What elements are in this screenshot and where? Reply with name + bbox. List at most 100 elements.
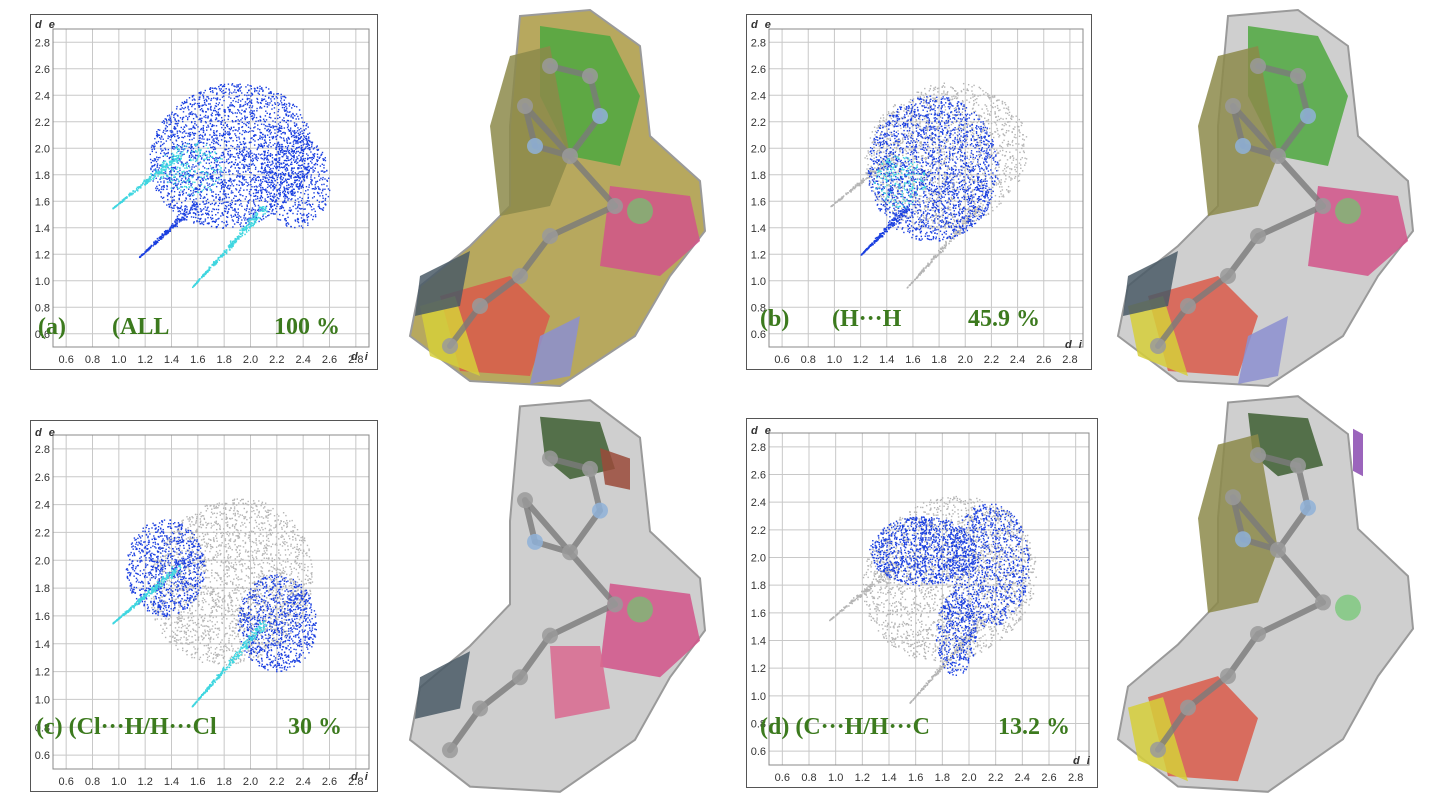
fingerprint-point — [223, 250, 225, 252]
fingerprint-point — [297, 210, 299, 212]
fingerprint-point — [262, 188, 264, 190]
fingerprint-point — [239, 189, 241, 191]
fingerprint-point — [154, 163, 156, 166]
fingerprint-point — [289, 142, 292, 144]
fingerprint-point — [286, 142, 289, 144]
fingerprint-point — [232, 226, 234, 228]
fingerprint-point — [879, 177, 882, 179]
fingerprint-point — [173, 186, 175, 189]
fingerprint-point — [239, 104, 241, 106]
fingerprint-point — [294, 176, 296, 178]
fingerprint-point — [272, 181, 274, 184]
fingerprint-point — [944, 164, 947, 166]
fingerprint-point — [159, 172, 161, 174]
fingerprint-point — [1005, 107, 1008, 110]
fingerprint-point — [257, 120, 260, 122]
fingerprint-point — [269, 172, 272, 174]
fingerprint-point — [297, 136, 299, 139]
fingerprint-point — [996, 152, 998, 155]
fingerprint-point — [166, 185, 169, 188]
fingerprint-point — [250, 85, 252, 87]
fingerprint-point — [987, 212, 990, 215]
fingerprint-point — [944, 182, 946, 185]
fingerprint-point — [280, 96, 282, 98]
fingerprint-point — [229, 156, 231, 159]
fingerprint-point — [256, 101, 259, 103]
fingerprint-point — [271, 200, 274, 202]
fingerprint-point — [227, 131, 229, 133]
fingerprint-point — [154, 137, 156, 140]
fingerprint-point — [314, 214, 317, 216]
fingerprint-point — [244, 94, 246, 96]
fingerprint-point — [194, 201, 196, 203]
fingerprint-point — [199, 223, 202, 225]
fingerprint-point — [180, 155, 182, 157]
fingerprint-point — [193, 221, 195, 223]
fingerprint-point — [278, 169, 280, 172]
fingerprint-point — [154, 159, 156, 161]
fingerprint-point — [220, 167, 222, 169]
fingerprint-point — [247, 202, 250, 204]
fingerprint-point — [932, 222, 934, 224]
fingerprint-point — [235, 239, 238, 241]
fingerprint-point — [925, 156, 927, 159]
fingerprint-point — [208, 214, 210, 216]
fingerprint-point — [206, 188, 208, 190]
fingerprint-point — [308, 165, 310, 168]
fingerprint-point — [151, 166, 153, 168]
fingerprint-point — [241, 231, 244, 233]
fingerprint-point — [174, 225, 176, 228]
fingerprint-point — [915, 119, 917, 121]
fingerprint-point — [139, 256, 141, 258]
fingerprint-point — [941, 105, 943, 108]
fingerprint-point — [283, 131, 285, 134]
fingerprint-point — [212, 157, 214, 159]
fingerprint-point — [947, 112, 949, 114]
fingerprint-point — [176, 206, 179, 208]
fingerprint-point — [223, 207, 226, 210]
fingerprint-point — [274, 213, 276, 215]
fingerprint-point — [310, 182, 312, 184]
fingerprint-point — [180, 174, 182, 177]
fingerprint-point — [206, 174, 209, 176]
fingerprint-point — [281, 206, 283, 208]
fingerprint-point — [261, 87, 263, 89]
fingerprint-point — [932, 216, 934, 218]
fingerprint-point — [249, 194, 252, 196]
fingerprint-point — [234, 161, 237, 164]
fingerprint-point — [264, 169, 266, 171]
fingerprint-point — [275, 138, 278, 140]
fingerprint-point — [174, 119, 176, 121]
fingerprint-point — [234, 129, 237, 131]
fingerprint-point — [209, 185, 211, 188]
fingerprint-point — [1015, 115, 1017, 117]
fingerprint-point — [257, 190, 260, 192]
fingerprint-point — [273, 193, 276, 195]
fingerprint-point — [218, 156, 221, 158]
fingerprint-point — [184, 177, 187, 179]
fingerprint-point — [169, 204, 172, 206]
fingerprint-point — [279, 136, 281, 138]
fingerprint-point — [304, 168, 306, 170]
fingerprint-point — [195, 165, 197, 167]
fingerprint-point — [266, 164, 269, 166]
fingerprint-point — [875, 161, 877, 164]
fingerprint-point — [116, 204, 118, 207]
fingerprint-point — [243, 176, 246, 178]
fingerprint-point — [235, 240, 238, 243]
fingerprint-point — [282, 207, 285, 209]
fingerprint-point — [160, 181, 162, 183]
fingerprint-point — [215, 97, 217, 100]
fingerprint-point — [282, 132, 284, 134]
fingerprint-point — [181, 209, 183, 211]
fingerprint-point — [235, 188, 237, 190]
fingerprint-point — [215, 152, 218, 155]
fingerprint-point — [311, 197, 314, 199]
fingerprint-point — [249, 180, 252, 183]
fingerprint-point — [250, 160, 252, 162]
fingerprint-point — [204, 103, 206, 105]
fingerprint-point — [270, 126, 273, 128]
fingerprint-point — [213, 130, 215, 132]
fingerprint-point — [185, 162, 187, 165]
fingerprint-point — [221, 254, 223, 256]
